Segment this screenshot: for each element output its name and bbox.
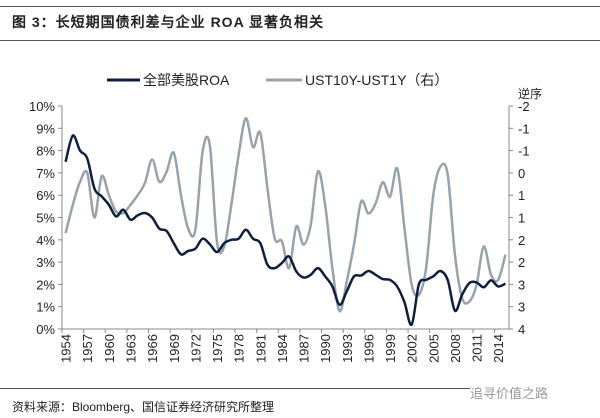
x-tick-label: 1999 — [383, 334, 398, 363]
right-tick-label: 1 — [518, 211, 525, 226]
right-axis-title: 逆序 — [518, 86, 542, 101]
x-tick-label: 1972 — [188, 334, 203, 363]
x-tick-label: 1987 — [297, 334, 312, 363]
top-rule — [0, 6, 600, 7]
right-tick-label: 3 — [518, 277, 525, 292]
left-tick-label: 7% — [36, 166, 55, 181]
left-tick-label: 1% — [36, 300, 55, 315]
right-tick-label: 2 — [518, 233, 525, 248]
right-tick-label: -1 — [518, 144, 530, 159]
left-tick-label: 4% — [36, 233, 55, 248]
x-tick-label: 2008 — [448, 334, 463, 363]
right-tick-label: -1 — [518, 121, 530, 136]
left-tick-label: 8% — [36, 144, 55, 159]
x-tick-label: 2005 — [426, 334, 441, 363]
left-tick-label: 2% — [36, 277, 55, 292]
left-tick-label: 0% — [36, 322, 55, 337]
left-tick-label: 5% — [36, 211, 55, 226]
x-tick-label: 1954 — [59, 334, 74, 363]
source-rule — [0, 388, 470, 389]
legend: 全部美股ROA UST10Y-UST1Y（右） — [107, 72, 448, 88]
x-tick-label: 1978 — [232, 334, 247, 363]
series-line-spread — [64, 117, 507, 313]
right-tick-label: -2 — [518, 99, 530, 114]
x-tick-label: 2014 — [491, 334, 506, 363]
watermark: 追寻价值之路 — [470, 386, 549, 401]
x-tick-label: 2002 — [405, 334, 420, 363]
legend-label-spread: UST10Y-UST1Y（右） — [305, 72, 448, 88]
right-tick-label: 1 — [518, 188, 525, 203]
chart: 全部美股ROA UST10Y-UST1Y（右） 逆序 0% 1% 2% 3% 4% 5% 6… — [29, 72, 542, 363]
x-tick-label: 1957 — [80, 334, 95, 363]
series-line-roa — [64, 134, 506, 326]
figure-title: 图 3：长短期国债利差与企业 ROA 显著负相关 — [12, 14, 325, 30]
source-note: 资料来源：Bloomberg、国信证券经济研究所整理 — [12, 400, 275, 414]
x-tick-label: 1990 — [318, 334, 333, 363]
right-tick-label: 3 — [518, 300, 525, 315]
left-tick-label: 9% — [36, 121, 55, 136]
x-tick-label: 1993 — [340, 334, 355, 363]
x-tick-label: 1969 — [167, 334, 182, 363]
x-tick-label: 1960 — [102, 334, 117, 363]
x-tick-label: 1963 — [123, 334, 138, 363]
x-tick-label: 1966 — [145, 334, 160, 363]
left-tick-label: 6% — [36, 188, 55, 203]
x-tick-label: 1996 — [361, 334, 376, 363]
x-tick-label: 2011 — [470, 334, 485, 362]
right-tick-label: 2 — [518, 255, 525, 270]
right-tick-label: 4 — [518, 322, 525, 337]
title-rule — [0, 40, 600, 41]
legend-label-roa: 全部美股ROA — [143, 72, 230, 88]
right-tick-label: 0 — [518, 166, 525, 181]
left-tick-label: 3% — [36, 255, 55, 270]
x-tick-label: 1981 — [253, 334, 268, 363]
x-tick-label: 1984 — [275, 334, 290, 363]
x-tick-label: 1975 — [210, 334, 225, 363]
left-tick-label: 10% — [29, 99, 55, 114]
